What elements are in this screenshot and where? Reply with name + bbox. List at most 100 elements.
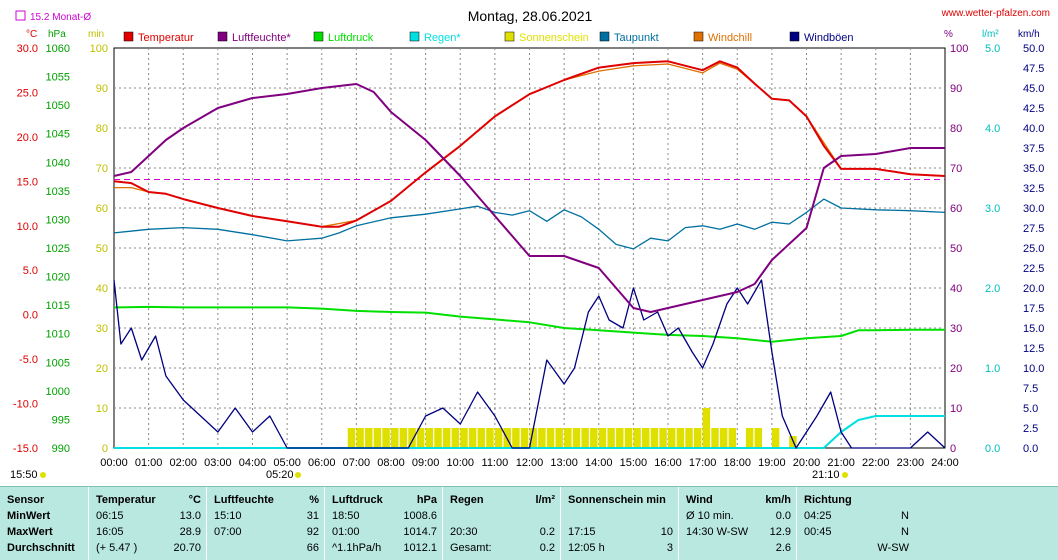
- legend-label: Windböen: [804, 32, 854, 44]
- sun_min-tick-label: 0: [102, 443, 108, 455]
- x-tick-label: 08:00: [377, 457, 405, 469]
- wind-tick-label: 32.5: [1023, 183, 1044, 195]
- stats-row: (+ 5.47 ) 20.70: [89, 541, 207, 555]
- legend-swatch: [123, 31, 134, 42]
- stats-time: 04:25: [804, 510, 832, 522]
- sunshine-bar: [512, 428, 520, 448]
- stats-header-row: Wind km/h: [679, 493, 797, 507]
- stats-row: 20:30 0.2: [443, 525, 561, 539]
- stats-value: 0.2: [539, 526, 555, 538]
- stats-row: 17:15 10: [561, 525, 679, 539]
- legend-swatch: [217, 31, 228, 42]
- stats-header-title: Luftdruck: [332, 494, 383, 506]
- stats-row: MinWert: [0, 509, 88, 523]
- sunshine-bar: [624, 428, 633, 448]
- sunshine-bar: [771, 428, 780, 448]
- humidity-tick-label: 70: [950, 163, 962, 175]
- stats-row: Durchschnitt: [0, 541, 88, 555]
- stats-header-row: Luftfeuchte%: [207, 493, 325, 507]
- stats-row: [443, 509, 561, 523]
- sunshine-bar: [365, 428, 373, 448]
- sunshine-bar: [460, 428, 468, 448]
- sunshine-bar: [590, 428, 598, 448]
- pressure-tick-label: 990: [52, 443, 70, 455]
- sun_min-tick-label: 80: [96, 123, 108, 135]
- stats-header-title: Regen: [450, 494, 484, 506]
- sunshine-bar: [434, 428, 442, 448]
- sunshine-bar: [391, 428, 399, 448]
- sunshine-bar: [711, 428, 719, 448]
- wind-tick-label: 50.0: [1023, 43, 1044, 55]
- sunshine-bars: [347, 408, 797, 448]
- pressure-tick-label: 1055: [46, 72, 70, 84]
- sunshine-bar: [659, 428, 667, 448]
- sunshine-bar: [702, 408, 711, 448]
- humidity-tick-label: 90: [950, 83, 962, 95]
- stats-section: Wind km/h Ø 10 min. 0.0 14:30 W-SW 12.9 2.6: [678, 487, 797, 560]
- luftdruck-line: [113, 305, 945, 343]
- stats-header-row: Sonnenschein min: [561, 493, 679, 507]
- sun_min-tick-label: 100: [90, 43, 108, 55]
- sunshine-bar: [676, 428, 685, 448]
- stats-time: 12:05 h: [568, 542, 605, 554]
- x-tick-label: 15:00: [620, 457, 648, 469]
- series-lines: [113, 60, 946, 449]
- wind-tick-label: 0.0: [1023, 443, 1038, 455]
- rain-tick-label: 0.0: [985, 443, 1000, 455]
- humidity-tick-label: 80: [950, 123, 962, 135]
- x-tick-label: 04:00: [239, 457, 267, 469]
- x-tick-label: 20:00: [793, 457, 821, 469]
- sunshine-bar: [564, 428, 572, 448]
- temperatur-line: [113, 60, 946, 228]
- stats-value: 66: [306, 542, 319, 554]
- pressure-tick-label: 1025: [46, 243, 70, 255]
- stats-section: Regen l/m² 20:30 0.2 Gesamt: 0.2: [442, 487, 561, 560]
- stats-value: 28.9: [179, 526, 201, 538]
- legend-label: Temperatur: [138, 32, 194, 44]
- pressure-tick-label: 1060: [46, 43, 70, 55]
- x-tick-label: 13:00: [550, 457, 578, 469]
- stats-time: 14:30 W-SW: [686, 526, 749, 538]
- stats-section: Richtung 04:25 N 00:45 N W-SW: [796, 487, 915, 560]
- month-avg-label: 15.2 Monat-Ø: [30, 12, 91, 23]
- stats-time: 15:10: [214, 510, 242, 522]
- temp-tick-label: 10.0: [17, 221, 38, 233]
- wind-tick-label: 22.5: [1023, 263, 1044, 275]
- stats-row: [561, 509, 679, 523]
- x-tick-label: 22:00: [862, 457, 890, 469]
- rain-tick-label: 1.0: [985, 363, 1000, 375]
- site-url[interactable]: www.wetter-pfalzen.com: [941, 8, 1050, 19]
- x-tick-label: 01:00: [135, 457, 163, 469]
- pressure-tick-label: 1040: [46, 157, 70, 169]
- wind-tick-label: 40.0: [1023, 123, 1044, 135]
- stats-header-row: Temperatur °C: [89, 493, 207, 507]
- stats-time: 01:00: [332, 526, 360, 538]
- wind-tick-label: 25.0: [1023, 243, 1044, 255]
- pressure-tick-label: 995: [52, 414, 70, 426]
- sunshine-bar: [598, 428, 607, 448]
- wind-tick-label: 12.5: [1023, 343, 1044, 355]
- sunshine-bar: [642, 428, 650, 448]
- sun_min-tick-label: 90: [96, 83, 108, 95]
- sunshine-bar: [745, 428, 754, 448]
- sun_min-tick-label: 40: [96, 283, 108, 295]
- stats-row: 2.6: [679, 541, 797, 555]
- sunshine-bar: [399, 428, 408, 448]
- stats-row: Ø 10 min. 0.0: [679, 509, 797, 523]
- sunshine-bar: [668, 428, 676, 448]
- legend-label: Luftdruck: [328, 32, 374, 44]
- wind-tick-label: 27.5: [1023, 223, 1044, 235]
- rain-tick-label: 5.0: [985, 43, 1000, 55]
- legend-swatch: [789, 31, 800, 42]
- x-tick-label: 12:00: [516, 457, 544, 469]
- x-tick-label: 16:00: [654, 457, 682, 469]
- sunshine-bar: [486, 428, 494, 448]
- x-tick-label: 17:00: [689, 457, 717, 469]
- temp-tick-label: -5.0: [19, 354, 38, 366]
- stats-header-title: Wind: [686, 494, 713, 506]
- stats-row-label: Durchschnitt: [7, 542, 75, 554]
- stats-header-title: Luftfeuchte: [214, 494, 274, 506]
- x-tick-label: 11:00: [482, 457, 509, 469]
- sunshine-bar: [347, 428, 356, 448]
- stats-section: Luftfeuchte% 15:10 31 07:00 92 66: [206, 487, 325, 560]
